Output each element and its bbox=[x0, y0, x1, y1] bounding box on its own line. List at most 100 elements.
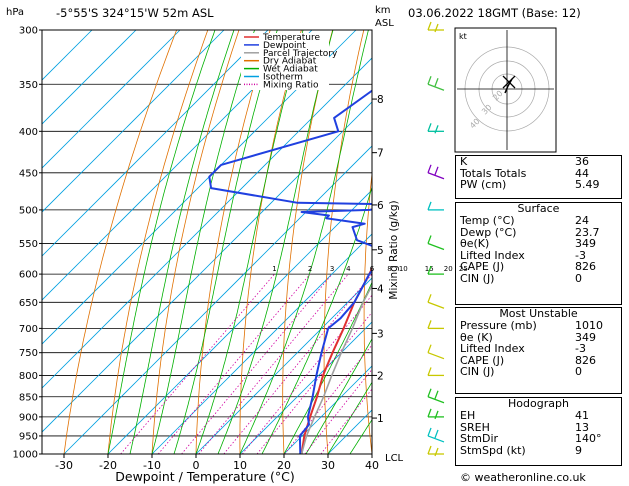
pressure-tick-label: 500 bbox=[19, 205, 38, 216]
wet-adiabat-line bbox=[107, 30, 216, 454]
mixing-ratio-line bbox=[198, 273, 349, 454]
wind-barb bbox=[427, 164, 445, 180]
hodograph-label: SREH bbox=[460, 420, 490, 434]
mixing-ratio-label: 2 bbox=[308, 265, 312, 273]
hodograph-title: Hodograph bbox=[508, 397, 569, 410]
hodograph-table: Hodograph EH 41 SREH 13 StmDir 140° StmSpd … bbox=[455, 397, 622, 466]
surface-row: Temp (°C) 24 bbox=[456, 215, 621, 227]
surface-title: Surface bbox=[517, 202, 560, 215]
index-label: PW (cm) bbox=[460, 178, 507, 192]
unstable-label: CIN (J) bbox=[460, 365, 495, 379]
isotherm-line bbox=[63, 145, 372, 454]
isotherm-line bbox=[42, 30, 225, 213]
wind-barb bbox=[427, 367, 444, 377]
dry-adiabat-line bbox=[107, 30, 209, 454]
isotherm-line bbox=[283, 365, 372, 454]
temp-tick-label: 0 bbox=[193, 459, 200, 472]
index-row: K 36 bbox=[456, 156, 621, 168]
series-parcel-trajectory bbox=[300, 283, 372, 454]
dry-adiabat-line bbox=[63, 30, 177, 454]
surface-value: 0 bbox=[575, 271, 582, 285]
pressure-tick-label: 350 bbox=[19, 80, 38, 91]
wet-adiabat-line bbox=[261, 185, 372, 454]
pressure-tick-label: 800 bbox=[19, 371, 38, 382]
hodograph-label: EH bbox=[460, 409, 476, 422]
hodograph-row: EH 41 bbox=[456, 410, 621, 422]
wet-adiabat-line bbox=[151, 30, 255, 454]
most-unstable-table: Most Unstable Pressure (mb) 1010 θe (K) 34… bbox=[455, 307, 622, 394]
pressure-tick-label: 450 bbox=[19, 168, 38, 179]
unstable-value: 349 bbox=[575, 330, 596, 344]
unstable-value: 1010 bbox=[575, 319, 603, 332]
km-tick-label: 2 bbox=[377, 370, 384, 382]
unstable-label: Lifted Index bbox=[460, 342, 525, 356]
surface-label: CIN (J) bbox=[460, 271, 495, 285]
index-value: 5.49 bbox=[575, 178, 600, 192]
surface-row: θe(K) 349 bbox=[456, 238, 621, 250]
hodograph-row: StmDir 140° bbox=[456, 433, 621, 445]
unstable-row: CAPE (J) 826 bbox=[456, 355, 621, 367]
location-title: -5°55'S 324°15'W 52m ASL bbox=[56, 6, 214, 20]
x-axis-label: Dewpoint / Temperature (°C) bbox=[115, 469, 294, 484]
dry-adiabat-line bbox=[282, 30, 333, 454]
wind-barb bbox=[427, 21, 444, 33]
pressure-tick-label: 550 bbox=[19, 239, 38, 250]
temp-tick-label: -30 bbox=[55, 459, 73, 472]
km-tick-label: 5 bbox=[377, 245, 384, 257]
isotherm-line bbox=[42, 30, 269, 257]
hodograph-value: 41 bbox=[575, 409, 589, 422]
hodograph-label: StmDir bbox=[460, 432, 499, 446]
legend-label: Parcel Trajectory bbox=[263, 49, 338, 59]
surface-value: 23.7 bbox=[575, 225, 600, 239]
isotherm-line bbox=[42, 57, 372, 389]
mixing-ratio-label: 8 bbox=[387, 265, 391, 273]
surface-value: 826 bbox=[575, 260, 596, 274]
wet-adiabat-line bbox=[327, 381, 372, 454]
surface-row: CIN (J) 0 bbox=[456, 273, 621, 285]
isotherm-line bbox=[195, 277, 372, 454]
pressure-unit: hPa bbox=[6, 7, 24, 18]
km-tick-label: 6 bbox=[377, 200, 384, 212]
mixing-ratio-line bbox=[256, 311, 372, 454]
mixing-ratio-label: 4 bbox=[346, 265, 351, 273]
unstable-label: θe (K) bbox=[460, 330, 493, 344]
mixing-ratio-label: 25 bbox=[459, 265, 468, 273]
wet-adiabat-line bbox=[305, 338, 372, 454]
mixing-ratio-line bbox=[223, 273, 372, 454]
temp-tick-label: 10 bbox=[233, 459, 247, 472]
pressure-tick-label: 900 bbox=[19, 412, 38, 423]
hodograph-unit: kt bbox=[459, 32, 467, 41]
legend-label: Wet Adiabat bbox=[263, 65, 318, 75]
pressure-tick-label: 600 bbox=[19, 270, 38, 281]
temp-tick-label: 20 bbox=[277, 459, 291, 472]
surface-row: Dewp (°C) 23.7 bbox=[456, 225, 621, 239]
unstable-value: 0 bbox=[575, 365, 582, 379]
km-tick-label: 8 bbox=[377, 94, 384, 106]
dry-adiabat-line bbox=[195, 30, 271, 454]
index-label: Totals Totals bbox=[460, 166, 527, 180]
mixing-ratio-line bbox=[181, 273, 333, 454]
unstable-row: θe (K) 349 bbox=[456, 330, 621, 344]
hodograph-row: SREH 13 bbox=[456, 420, 621, 434]
mixing-ratio-label: 10 bbox=[399, 265, 408, 273]
asl-unit: ASL bbox=[375, 18, 394, 29]
legend-background bbox=[241, 33, 329, 90]
pressure-tick-label: 300 bbox=[19, 26, 38, 37]
unstable-row: Lifted Index -3 bbox=[456, 343, 621, 355]
mixing-ratio-line bbox=[320, 388, 372, 454]
km-tick-label: 7 bbox=[377, 148, 384, 160]
mixing-ratio-axis-label: Mixing Ratio (g/kg) bbox=[388, 200, 400, 299]
km-unit: km bbox=[375, 5, 391, 16]
wet-adiabat-line bbox=[283, 281, 372, 454]
dry-adiabat-line bbox=[403, 30, 426, 454]
most-unstable-title: Most Unstable bbox=[499, 307, 578, 320]
dry-adiabat-line bbox=[239, 30, 302, 454]
legend-label: Mixing Ratio bbox=[263, 80, 319, 90]
legend-label: Isotherm bbox=[263, 73, 303, 83]
temp-tick-label: 30 bbox=[321, 459, 335, 472]
isotherm-line bbox=[107, 189, 372, 454]
index-value: 44 bbox=[575, 166, 589, 180]
isotherm-line bbox=[42, 101, 372, 433]
